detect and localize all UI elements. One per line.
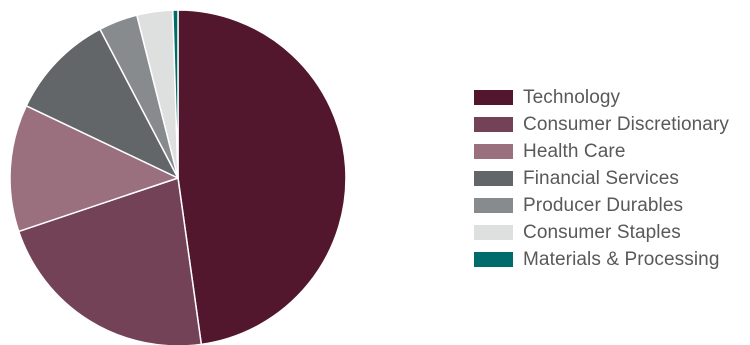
legend-item-health-care: Health Care (474, 138, 729, 165)
pie-slice-health-care (9, 105, 179, 233)
legend-item-financial-services: Financial Services (474, 165, 729, 192)
legend-item-materials-processing: Materials & Processing (474, 246, 729, 273)
pie-slice-materials-processing (172, 9, 179, 179)
legend-swatch-materials-processing (474, 252, 513, 267)
legend-label-consumer-staples: Consumer Staples (523, 221, 681, 243)
legend-label-materials-processing: Materials & Processing (523, 248, 720, 270)
legend-label-consumer-discretionary: Consumer Discretionary (523, 113, 729, 135)
legend-label-financial-services: Financial Services (523, 167, 679, 189)
legend-item-technology: Technology (474, 84, 729, 111)
legend-swatch-financial-services (474, 171, 513, 186)
legend-swatch-producer-durables (474, 198, 513, 213)
legend-label-health-care: Health Care (523, 140, 626, 162)
legend-item-consumer-staples: Consumer Staples (474, 219, 729, 246)
pie-slice-financial-services (25, 28, 179, 179)
legend-swatch-health-care (474, 144, 513, 159)
legend: Technology Consumer Discretionary Health C… (474, 84, 729, 273)
legend-swatch-consumer-discretionary (474, 117, 513, 132)
legend-label-producer-durables: Producer Durables (523, 194, 684, 216)
legend-label-technology: Technology (523, 86, 621, 108)
legend-item-consumer-discretionary: Consumer Discretionary (474, 111, 729, 138)
pie-slice-technology (177, 9, 347, 345)
legend-swatch-consumer-staples (474, 225, 513, 240)
legend-swatch-technology (474, 90, 513, 105)
legend-item-producer-durables: Producer Durables (474, 192, 729, 219)
pie-slice-consumer-discretionary (17, 177, 203, 345)
